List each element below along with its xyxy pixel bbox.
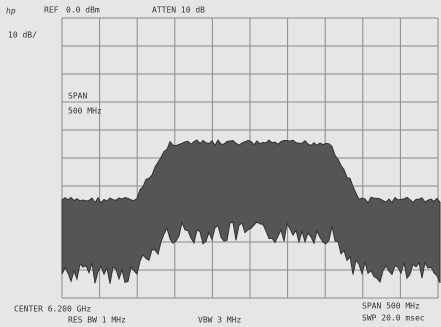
- center-freq: CENTER 6.200 GHz: [14, 305, 91, 314]
- span-label: SPAN: [68, 92, 87, 101]
- atten: ATTEN 10 dB: [152, 6, 205, 15]
- ref-value: 0.0 dBm: [66, 6, 100, 15]
- vbw: VBW 3 MHz: [198, 316, 242, 325]
- span: SPAN 500 MHz: [362, 302, 420, 311]
- ref-label: REF: [44, 6, 59, 15]
- scale: 10 dB/: [8, 31, 37, 40]
- analyzer-screen: hp REF 0.0 dBm ATTEN 10 dB 10 dB/ SPAN 5…: [0, 0, 441, 327]
- span-value: 500 MHz: [68, 107, 102, 116]
- res-bw: RES BW 1 MHz: [68, 316, 126, 325]
- sweep: SWP 20.0 msec: [362, 314, 425, 323]
- brand: hp: [6, 7, 16, 16]
- page: hp REF 0.0 dBm ATTEN 10 dB 10 dB/ SPAN 5…: [0, 0, 441, 327]
